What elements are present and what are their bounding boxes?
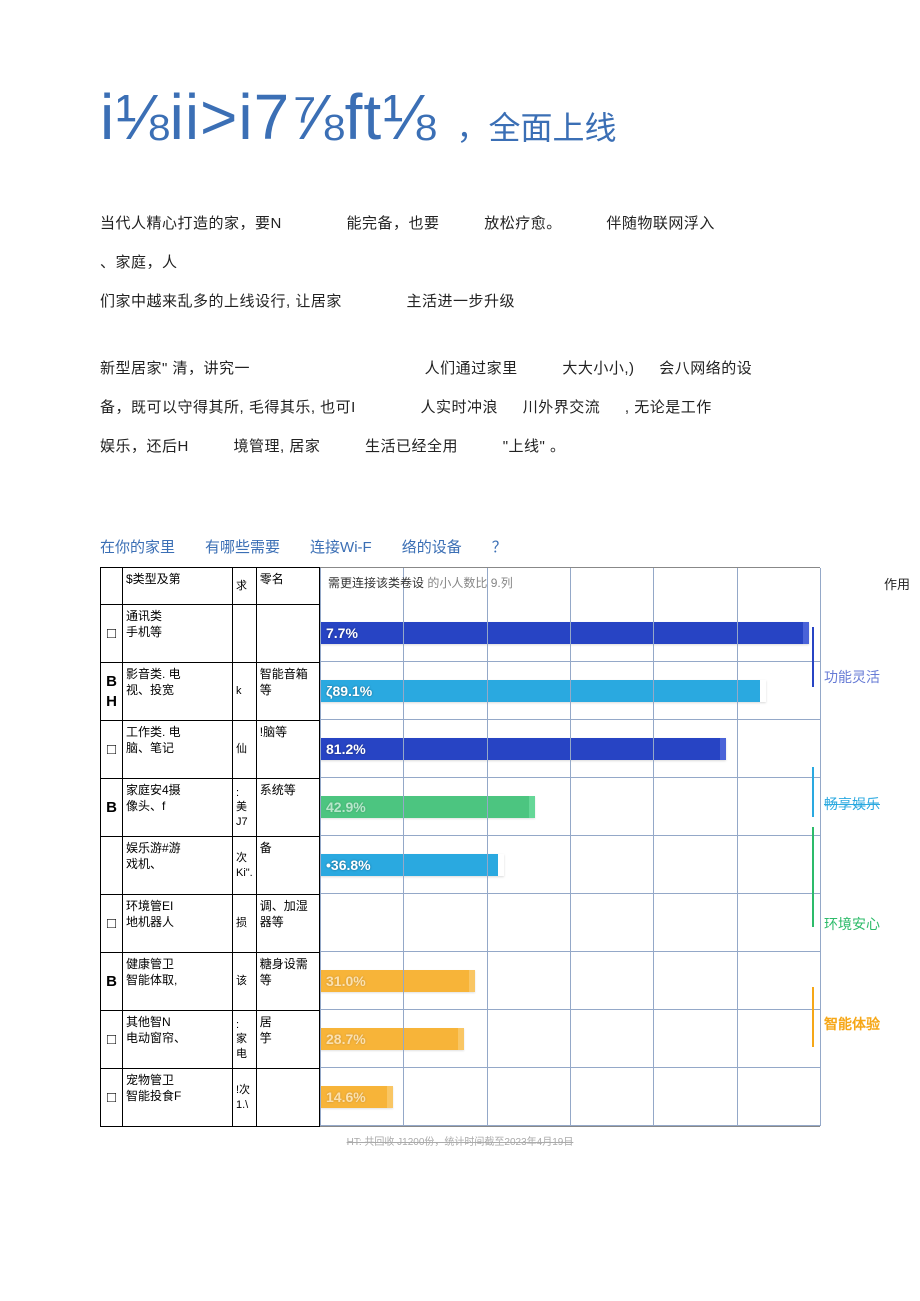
badge-connector [812, 987, 814, 1047]
badge-connector [812, 827, 814, 927]
row-mark: B H [101, 663, 123, 721]
gridline [487, 568, 488, 1126]
row-col3: 系统等 [256, 779, 319, 837]
bar-axis-header: 需更连接该类卷设 的小人数比 9.列 作用 [320, 568, 820, 604]
row-category: 家庭安4摄 像头、f [123, 779, 233, 837]
bar-label: •36.8% [326, 857, 371, 873]
headline-main: i⅛ii>i7⅞ft⅛ [100, 80, 437, 154]
row-col3 [256, 605, 319, 663]
bar-label: 28.7% [326, 1031, 366, 1047]
table-row: 娱乐游#游 戏机、次 Ki".备 [101, 837, 320, 895]
gridline [820, 568, 821, 1126]
gridline [737, 568, 738, 1126]
row-mark: □ [101, 1069, 123, 1127]
row-category: 通讯类 手机等 [123, 605, 233, 663]
row-col2: 损 [233, 895, 257, 953]
gridline [403, 568, 404, 1126]
table-row: □工作类. 电 脑、笔记仙!脑等 [101, 721, 320, 779]
row-col3: 备 [256, 837, 319, 895]
row-col3: !脑等 [256, 721, 319, 779]
table-row: B H影音类. 电 视、投宽k智能音箱等 [101, 663, 320, 721]
row-col2: k [233, 663, 257, 721]
bar: •36.8% [320, 854, 504, 876]
bar: 28.7% [320, 1028, 464, 1050]
row-col2 [233, 605, 257, 663]
badge-connector [812, 767, 814, 817]
side-badge: 环境安心 [820, 912, 884, 936]
row-col2: 次 Ki". [233, 837, 257, 895]
table-row: □宠物管卫 智能投食F!次 1.\ [101, 1069, 320, 1127]
paragraph-2: 新型居家" 清，讲究一 人们通过家里 大大小小,) 会八网络的设 备，既可以守得… [100, 349, 820, 466]
row-col3: 调、加湿器等 [256, 895, 319, 953]
table-row: B家庭安4摄 像头、f: 美 J7系统等 [101, 779, 320, 837]
header-action-label: 作用 [884, 574, 910, 593]
row-col3: 智能音箱等 [256, 663, 319, 721]
row-mark: B [101, 779, 123, 837]
row-mark [101, 837, 123, 895]
bar: 42.9% [320, 796, 535, 818]
gridline [320, 568, 321, 1126]
side-badge: 智能体验 [820, 1012, 884, 1036]
chart-title: 在你的家里 有哪些需要 连接Wi-F 络的设备 ？ [100, 536, 820, 557]
row-col2: !次 1.\ [233, 1069, 257, 1127]
bar: 81.2% [320, 738, 726, 760]
row-mark: □ [101, 895, 123, 953]
row-col2: 该 [233, 953, 257, 1011]
row-col2: 仙 [233, 721, 257, 779]
bar-label: 31.0% [326, 973, 366, 989]
side-badge: 功能灵活 [820, 665, 884, 689]
side-badge: 畅享娱乐 [820, 792, 884, 816]
bar: 14.6% [320, 1086, 393, 1108]
row-category: 其他智N 电动窗帘、 [123, 1011, 233, 1069]
paragraph-1: 当代人精心打造的家，要N 能完备，也要 放松疗愈。 伴随物联网浮入 、家庭，人 … [100, 204, 820, 321]
badge-connector [812, 627, 814, 687]
row-col2: : 美 J7 [233, 779, 257, 837]
bar: ζ89.1% [320, 680, 766, 702]
chart-body: $类型及第 求 零名 □通讯类 手机等B H影音类. 电 视、投宽k智能音箱等□… [100, 567, 820, 1127]
table-row: □环境管EI 地机器人损调、加湿器等 [101, 895, 320, 953]
bar-label: 81.2% [326, 741, 366, 757]
table-row: □通讯类 手机等 [101, 605, 320, 663]
row-mark: B [101, 953, 123, 1011]
row-col2: : 家 电 [233, 1011, 257, 1069]
bar: 31.0% [320, 970, 475, 992]
row-category: 环境管EI 地机器人 [123, 895, 233, 953]
bar-label: 42.9% [326, 799, 366, 815]
row-category: 健康管卫 智能体取, [123, 953, 233, 1011]
table-row: B健康管卫 智能体取,该糖身设需等 [101, 953, 320, 1011]
bar-label: 7.7% [326, 625, 358, 641]
row-category: 影音类. 电 视、投宽 [123, 663, 233, 721]
bar: 7.7% [320, 622, 809, 644]
row-category: 宠物管卫 智能投食F [123, 1069, 233, 1127]
chart-footnote: HT: 共回收 J1200份，统计时间截至2023年4月19日 [100, 1133, 820, 1148]
row-category: 工作类. 电 脑、笔记 [123, 721, 233, 779]
headline: i⅛ii>i7⅞ft⅛ ，全面上线 [100, 80, 820, 154]
wifi-devices-chart: 在你的家里 有哪些需要 连接Wi-F 络的设备 ？ $类型及第 求 零名 □通讯… [100, 536, 820, 1148]
bar-label: 14.6% [326, 1089, 366, 1105]
headline-sub: ，全面上线 [457, 103, 617, 149]
row-mark: □ [101, 605, 123, 663]
table-row: □其他智N 电动窗帘、: 家 电居 竽 [101, 1011, 320, 1069]
row-col3 [256, 1069, 319, 1127]
row-col3: 居 竽 [256, 1011, 319, 1069]
gridline [653, 568, 654, 1126]
row-mark: □ [101, 1011, 123, 1069]
row-mark: □ [101, 721, 123, 779]
row-col3: 糖身设需等 [256, 953, 319, 1011]
bar-area: 需更连接该类卷设 的小人数比 9.列 作用 7.7% ζ89.1% 81.2% 42.… [320, 567, 820, 1127]
category-table: $类型及第 求 零名 □通讯类 手机等B H影音类. 电 视、投宽k智能音箱等□… [100, 567, 320, 1127]
gridline [570, 568, 571, 1126]
bar-label: ζ89.1% [326, 683, 372, 699]
row-category: 娱乐游#游 戏机、 [123, 837, 233, 895]
